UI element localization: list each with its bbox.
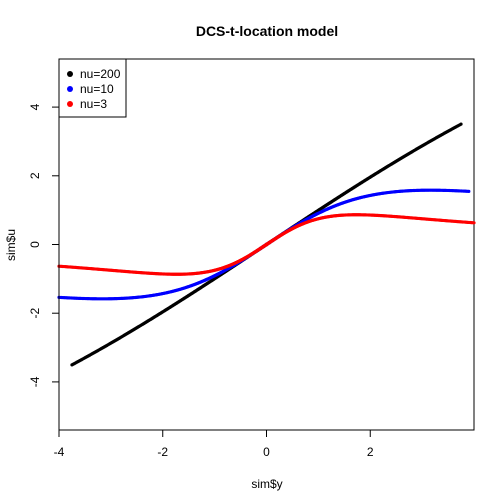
legend-label: nu=200 [80,67,121,81]
point-nu-3 [472,221,476,225]
y-tick-label: 4 [28,103,42,110]
chart-title: DCS-t-location model [196,23,338,39]
x-tick-label: -2 [157,445,168,459]
point-nu-200 [459,122,463,126]
data-points [57,122,476,367]
x-axis: -4 -2 0 2 [54,429,374,459]
x-tick-label: 0 [263,445,270,459]
x-tick-label: 2 [367,445,374,459]
y-tick-label: -2 [28,308,42,319]
point-nu-10 [467,189,471,193]
x-axis-label: sim$y [251,477,282,491]
y-axis: -4 -2 0 2 4 [28,103,60,387]
legend-marker [67,86,73,92]
y-tick-label: 2 [28,172,42,179]
y-axis-label: sim$u [4,229,18,261]
legend-marker [67,101,73,107]
y-tick-label: -4 [28,376,42,387]
legend-marker [67,71,73,77]
y-tick-label: 0 [28,241,42,248]
legend-label: nu=10 [80,82,114,96]
legend-label: nu=3 [80,97,107,111]
x-tick-label: -4 [54,445,65,459]
